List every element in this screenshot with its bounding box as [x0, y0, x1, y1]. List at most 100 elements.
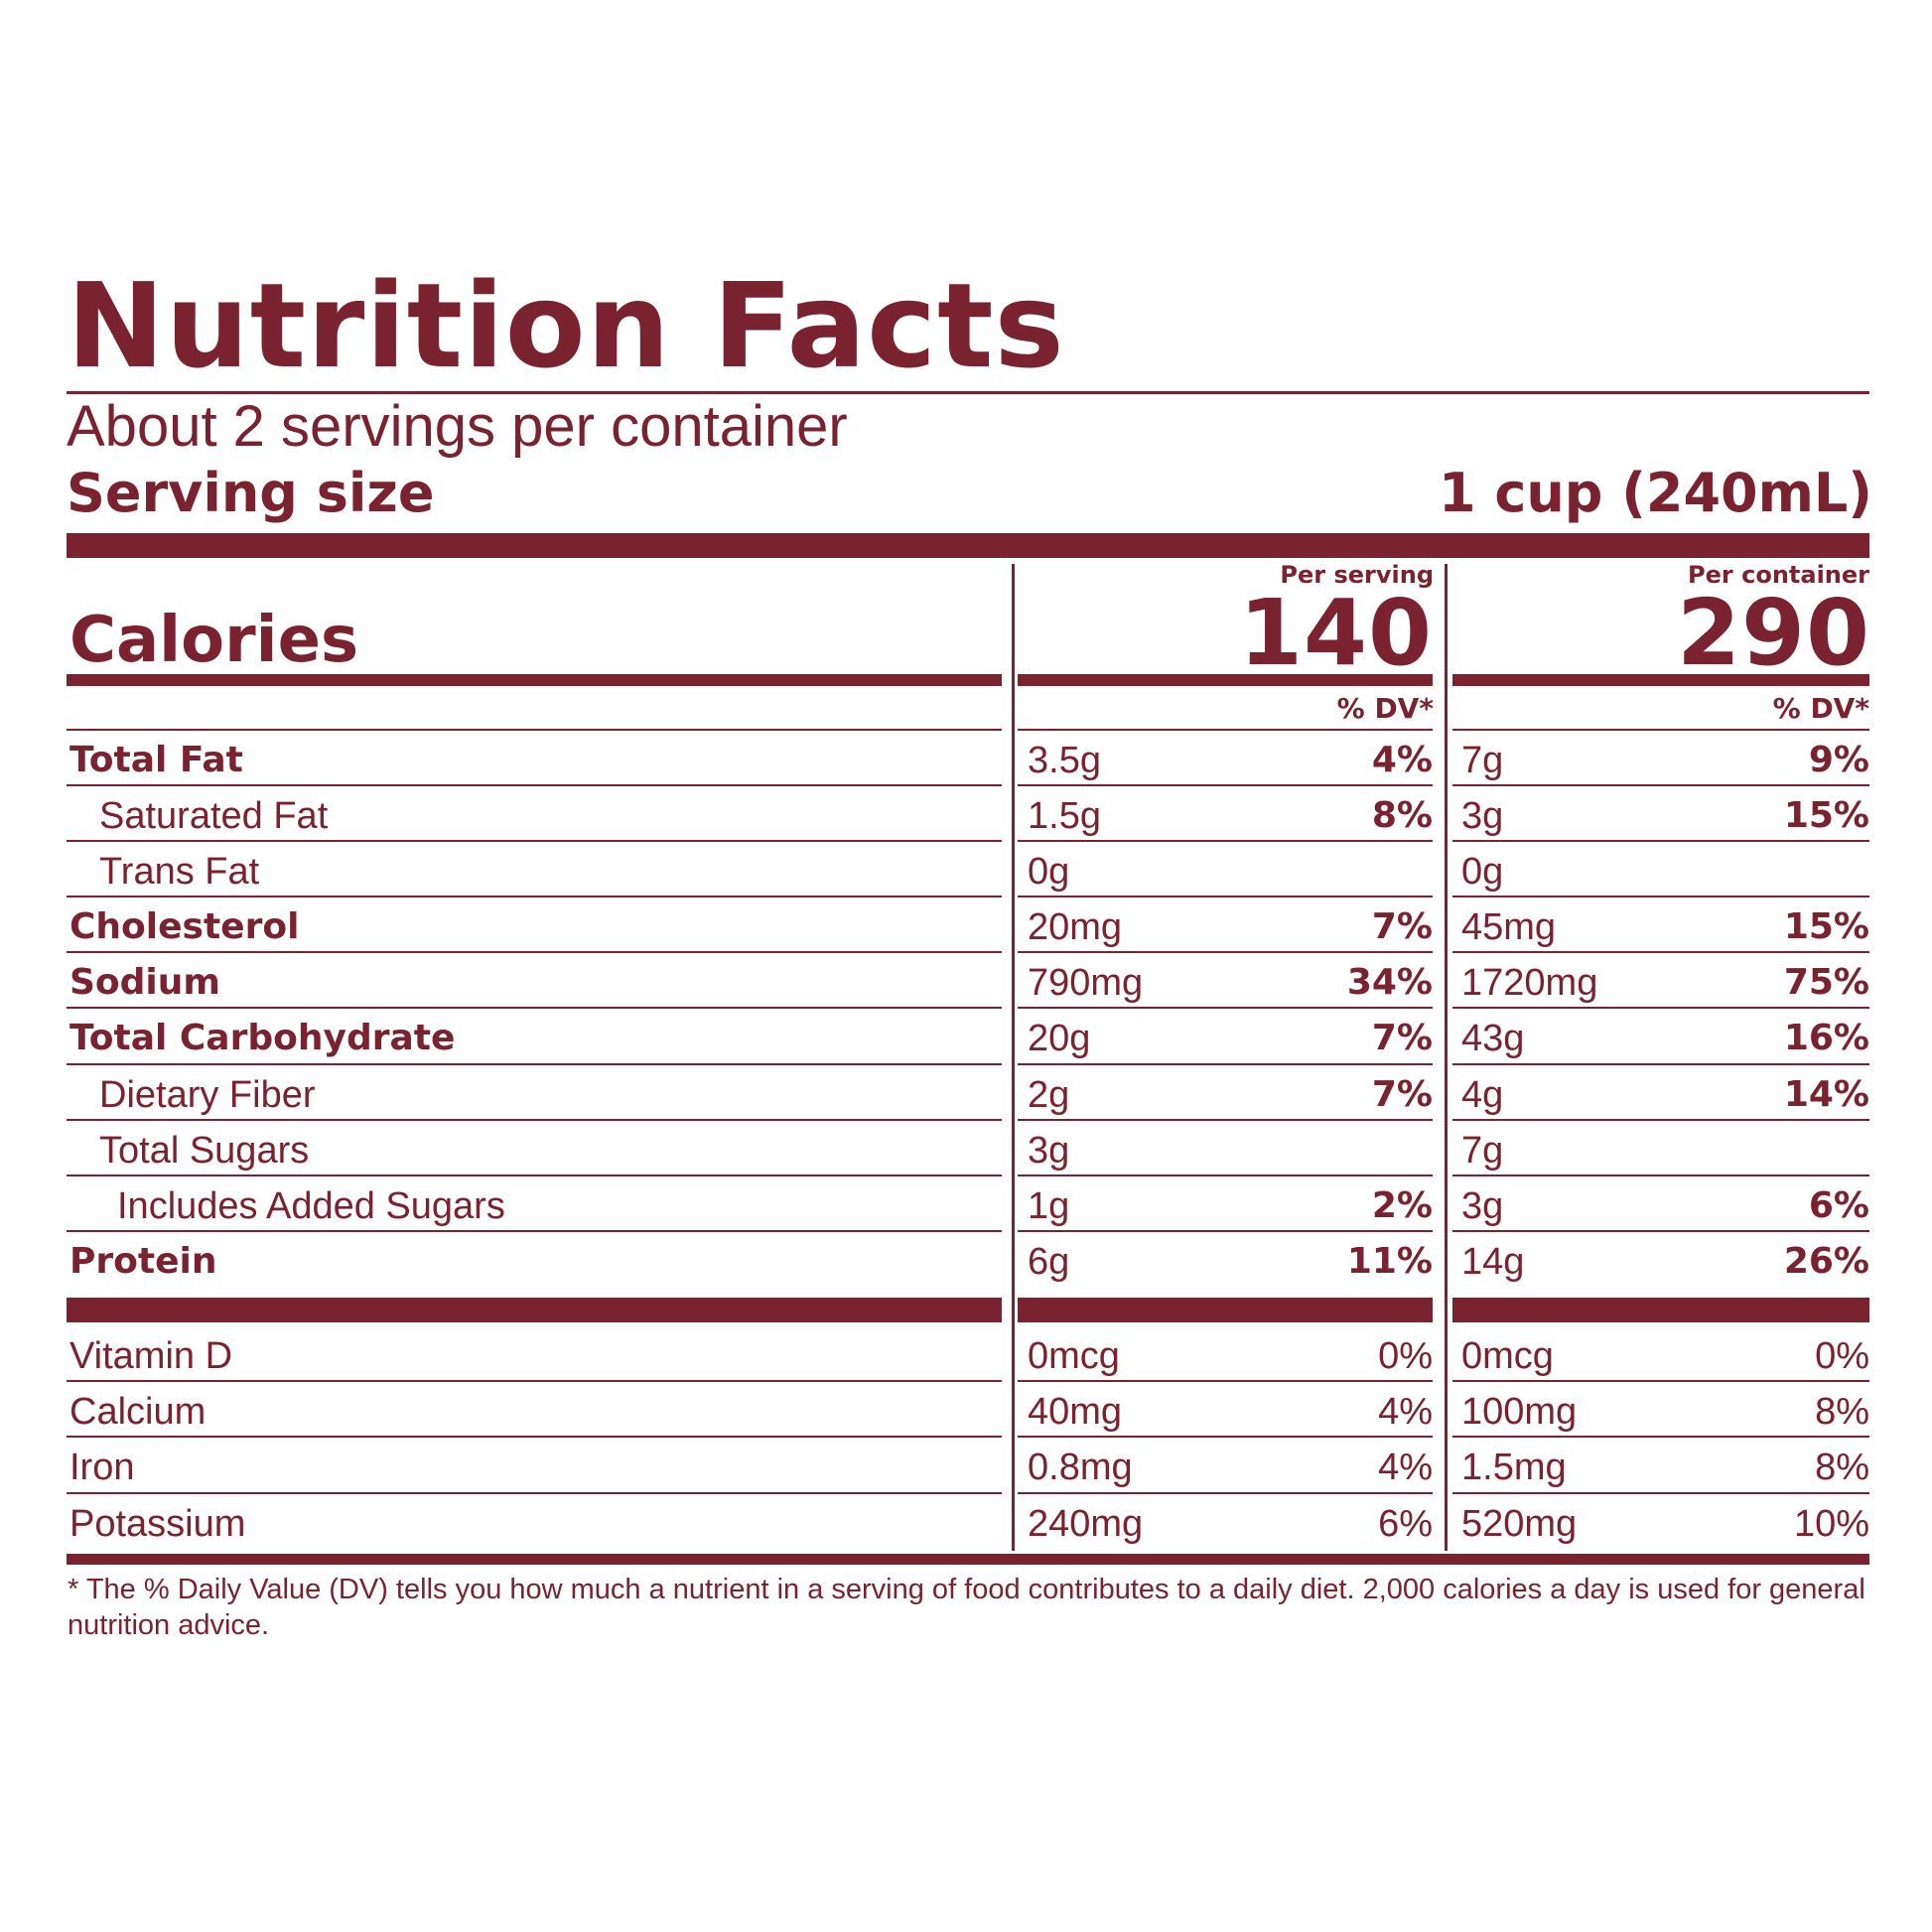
- nutrients-rule-container: [1452, 951, 1869, 953]
- per-container-label: Per container: [1688, 561, 1869, 589]
- nutrients-rule-container: [1452, 1119, 1869, 1121]
- vitamins-container-dv: 0%: [1815, 1335, 1869, 1377]
- thick-rule-top: [67, 533, 1869, 558]
- nutrients-rule-serving: [1018, 1174, 1433, 1176]
- calories-rule-serving: [1018, 674, 1433, 686]
- nutrients-container-amount: 43g: [1461, 1018, 1525, 1059]
- nutrients-container-dv: 6%: [1808, 1185, 1869, 1226]
- nutrients-container-amount: 1720mg: [1461, 962, 1598, 1004]
- nutrients-name: Protein: [69, 1241, 217, 1282]
- vitamins-container-dv: 8%: [1815, 1391, 1869, 1433]
- nutrients-serving-dv: 34%: [1346, 962, 1433, 1003]
- dv-header-container: % DV*: [1772, 692, 1869, 725]
- nutrients-rule-label: [67, 1119, 1002, 1121]
- vitamins-serving-dv: 4%: [1378, 1391, 1433, 1433]
- servings-per-container: About 2 servings per container: [67, 394, 848, 459]
- nutrients-serving-amount: 1g: [1028, 1185, 1070, 1227]
- vitamins-name: Iron: [69, 1447, 135, 1488]
- vitamins-container-amount: 1.5mg: [1461, 1447, 1567, 1488]
- label-title: Nutrition Facts: [67, 257, 1065, 394]
- nutrients-container-amount: 14g: [1461, 1241, 1525, 1283]
- nutrients-rule-container: [1452, 1007, 1869, 1009]
- vitamins-container-amount: 100mg: [1461, 1391, 1578, 1433]
- vitamins-serving-dv: 4%: [1378, 1447, 1433, 1488]
- nutrients-name: Total Fat: [69, 740, 243, 780]
- nutrients-serving-dv: 7%: [1371, 906, 1433, 947]
- vitamins-container-dv: 8%: [1815, 1447, 1869, 1488]
- per-serving-label: Per serving: [1280, 561, 1434, 589]
- nutrients-serving-amount: 3.5g: [1028, 740, 1101, 781]
- serving-size-value: 1 cup (240mL): [1438, 462, 1872, 524]
- nutrients-serving-dv: 7%: [1371, 1018, 1433, 1058]
- nutrients-rule-container: [1452, 1063, 1869, 1065]
- nutrients-name: Includes Added Sugars: [117, 1185, 505, 1227]
- vitamins-name: Potassium: [69, 1503, 246, 1545]
- vitamins-serving-amount: 240mg: [1028, 1503, 1144, 1545]
- vitamins-rule-serving: [1018, 1380, 1433, 1382]
- nutrients-serving-dv: 11%: [1346, 1241, 1433, 1282]
- nutrients-name: Cholesterol: [69, 906, 300, 947]
- vitamins-rule-container: [1452, 1380, 1869, 1382]
- nutrients-rule-label: [67, 896, 1002, 897]
- vitamins-serving-dv: 6%: [1378, 1503, 1433, 1545]
- vitamins-name: Vitamin D: [69, 1335, 233, 1377]
- nutrients-rule-serving: [1018, 1230, 1433, 1232]
- thick-rule-vitamins-serving: [1018, 1298, 1433, 1322]
- nutrients-rule-label: [67, 729, 1002, 731]
- nutrients-container-dv: 15%: [1783, 906, 1869, 947]
- thick-rule-vitamins-container: [1452, 1298, 1869, 1322]
- nutrients-name: Dietary Fiber: [99, 1074, 316, 1116]
- nutrients-rule-label: [67, 1230, 1002, 1232]
- vitamins-container-amount: 0mcg: [1461, 1335, 1554, 1377]
- nutrients-container-dv: 9%: [1808, 740, 1869, 780]
- nutrients-serving-dv: 7%: [1371, 1074, 1433, 1115]
- nutrients-serving-amount: 6g: [1028, 1241, 1070, 1283]
- vitamins-serving-amount: 0mcg: [1028, 1335, 1120, 1377]
- nutrients-serving-amount: 1.5g: [1028, 795, 1101, 837]
- vitamins-rule-container: [1452, 1492, 1869, 1494]
- dv-header-serving: % DV*: [1336, 692, 1434, 725]
- nutrients-serving-amount: 3g: [1028, 1130, 1070, 1172]
- column-divider-2: [1445, 564, 1448, 1551]
- nutrients-rule-serving: [1018, 840, 1433, 842]
- vitamins-container-dv: 10%: [1793, 1503, 1869, 1545]
- nutrients-name: Sodium: [69, 962, 220, 1003]
- vitamins-rule-serving: [1018, 1492, 1433, 1494]
- calories-rule-container: [1452, 674, 1869, 686]
- nutrients-serving-amount: 20g: [1028, 1018, 1091, 1059]
- nutrients-rule-serving: [1018, 1119, 1433, 1121]
- nutrients-rule-container: [1452, 784, 1869, 786]
- nutrients-rule-label: [67, 784, 1002, 786]
- nutrients-serving-amount: 0g: [1028, 851, 1070, 893]
- nutrients-serving-dv: 2%: [1371, 1185, 1433, 1226]
- nutrients-rule-label: [67, 1174, 1002, 1176]
- nutrients-serving-amount: 2g: [1028, 1074, 1070, 1116]
- calories-rule-label: [67, 674, 1002, 686]
- calories-label: Calories: [69, 604, 359, 677]
- column-divider-1: [1012, 564, 1015, 1551]
- nutrients-container-amount: 7g: [1461, 740, 1504, 781]
- vitamins-serving-amount: 40mg: [1028, 1391, 1123, 1433]
- nutrients-container-dv: 75%: [1783, 962, 1869, 1003]
- nutrients-serving-dv: 4%: [1371, 740, 1433, 780]
- thick-rule-vitamins-label: [67, 1298, 1002, 1322]
- nutrients-container-amount: 3g: [1461, 1185, 1504, 1227]
- nutrients-serving-amount: 20mg: [1028, 906, 1123, 948]
- nutrients-rule-serving: [1018, 896, 1433, 897]
- nutrients-rule-label: [67, 1063, 1002, 1065]
- nutrients-container-dv: 15%: [1783, 795, 1869, 836]
- nutrients-container-amount: 4g: [1461, 1074, 1504, 1116]
- vitamins-container-amount: 520mg: [1461, 1503, 1578, 1545]
- nutrients-rule-container: [1452, 840, 1869, 842]
- nutrients-serving-amount: 790mg: [1028, 962, 1144, 1004]
- vitamins-rule-container: [1452, 1436, 1869, 1438]
- nutrients-rule-label: [67, 840, 1002, 842]
- nutrients-serving-dv: 8%: [1371, 795, 1433, 836]
- nutrients-container-amount: 7g: [1461, 1130, 1504, 1172]
- footnote: * The % Daily Value (DV) tells you how m…: [68, 1574, 1865, 1641]
- nutrients-name: Saturated Fat: [99, 795, 329, 837]
- nutrients-name: Total Carbohydrate: [69, 1018, 456, 1058]
- nutrients-name: Total Sugars: [99, 1130, 310, 1172]
- bottom-rule: [67, 1554, 1869, 1565]
- vitamins-rule-label: [67, 1492, 1002, 1494]
